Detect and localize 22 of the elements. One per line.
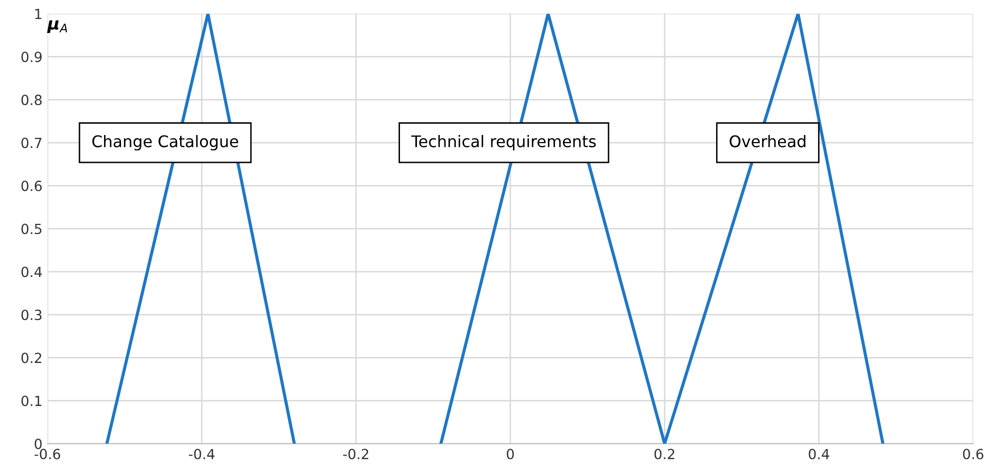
y-tick-label: 1 [35, 8, 42, 19]
x-tick-label: 0 [506, 448, 514, 460]
y-tick-label: 0.7 [21, 138, 42, 148]
y-tick-label: 0.8 [21, 94, 42, 106]
y-tick-label: 0 [34, 438, 42, 450]
annotation: Technical requirements [411, 134, 596, 150]
x-tick-label: 0.4 [808, 448, 830, 460]
x-tick-label: 0.6 [963, 448, 984, 460]
y-tick-label: 0.5 [21, 224, 42, 234]
y-tick-label: 0.1 [21, 396, 42, 406]
x-tick-label: -0.6 [34, 448, 60, 460]
y-tick-label: 0.4 [21, 266, 42, 278]
x-tick-label: -0.2 [343, 448, 368, 460]
annotation: Overhead [730, 134, 806, 148]
x-tick-label: -0.4 [188, 448, 215, 460]
y-tick-label: 0.6 [21, 180, 42, 192]
y-tick-label: 0.3 [21, 310, 42, 320]
y-axis-title: μ$_{A}$ [47, 20, 68, 33]
y-tick-label: 0.9 [21, 52, 42, 62]
annotation: Change Catalogue [92, 134, 238, 150]
y-tick-label: 0.2 [21, 352, 42, 364]
x-tick-label: 0.2 [654, 448, 674, 460]
